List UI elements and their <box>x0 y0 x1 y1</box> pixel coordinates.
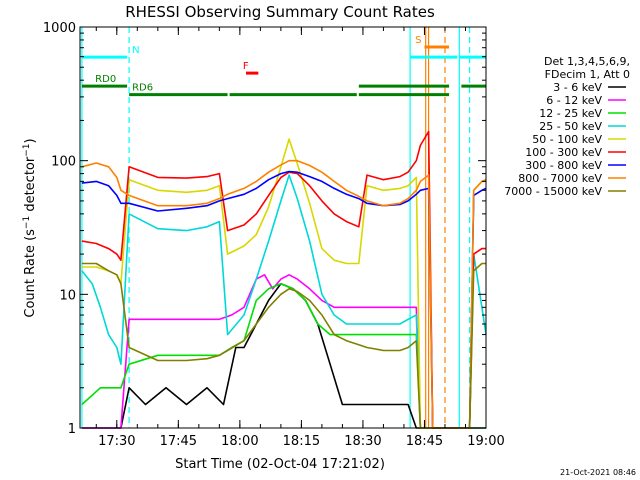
state-bar-label: N <box>132 45 139 56</box>
x-tick-label: 17:30 <box>98 434 135 449</box>
y-axis-label-sup2: −1 <box>22 143 32 156</box>
state-bar-label: RD0 <box>95 74 116 85</box>
y-axis-label-sup: −1 <box>22 216 32 229</box>
legend-label: 3 - 6 keV <box>553 81 602 94</box>
legend-label: 300 - 800 keV <box>525 159 602 172</box>
y-axis-label-suffix: ) <box>23 138 38 143</box>
legend-label: 6 - 12 keV <box>546 94 602 107</box>
legend-label: 25 - 50 keV <box>539 120 602 133</box>
legend-label: 800 - 7000 keV <box>518 172 602 185</box>
series-line <box>81 170 487 429</box>
series-line <box>81 262 486 429</box>
state-bar-label: RD6 <box>132 83 153 94</box>
x-tick-label: 18:45 <box>406 434 443 449</box>
footer-date: 21-Oct-2021 08:46 <box>560 468 636 477</box>
axes-frame <box>79 26 487 429</box>
legend-header: FDecim 1, Att 0 <box>545 68 630 81</box>
y-axis-label-prefix: Count Rate (s <box>23 229 38 318</box>
series-line <box>81 174 487 429</box>
series-line <box>81 282 486 429</box>
series-line <box>81 130 486 429</box>
legend-label: 100 - 300 keV <box>525 146 602 159</box>
x-axis-label: Start Time (02-Oct-04 17:21:02) <box>175 457 385 472</box>
series-line <box>81 138 486 429</box>
legend: Det 1,3,4,5,6,9,FDecim 1, Att 03 - 6 keV… <box>504 55 630 198</box>
legend-label: 7000 - 15000 keV <box>504 185 602 198</box>
y-tick-label: 100 <box>51 155 76 170</box>
legend-label: 50 - 100 keV <box>532 133 602 146</box>
x-tick-label: 19:00 <box>467 434 504 449</box>
legend-label: 12 - 25 keV <box>539 107 602 120</box>
series-line <box>81 159 487 429</box>
y-tick-label: 1000 <box>43 21 76 36</box>
chart-title: RHESSI Observing Summary Count Rates <box>125 3 435 21</box>
series-line <box>81 282 486 429</box>
state-bar-label: F <box>243 61 249 72</box>
x-tick-label: 18:30 <box>344 434 381 449</box>
plot-area: N RD0 RD6 F S 1 10 100 1000 17:30 17:45 18:00 18:15 1… <box>43 21 505 449</box>
legend-header: Det 1,3,4,5,6,9, <box>544 55 630 68</box>
x-tick-label: 18:15 <box>283 434 320 449</box>
x-tick-label: 17:45 <box>160 434 197 449</box>
series-line <box>81 274 486 429</box>
y-axis-label: Count Rate (s−1 detector−1) <box>22 138 38 317</box>
x-tick-label: 18:00 <box>221 434 258 449</box>
y-axis-label-mid: detector <box>23 156 38 216</box>
y-tick-label: 10 <box>59 288 76 303</box>
state-bar-label: S <box>415 35 421 46</box>
y-tick-label: 1 <box>68 422 76 437</box>
